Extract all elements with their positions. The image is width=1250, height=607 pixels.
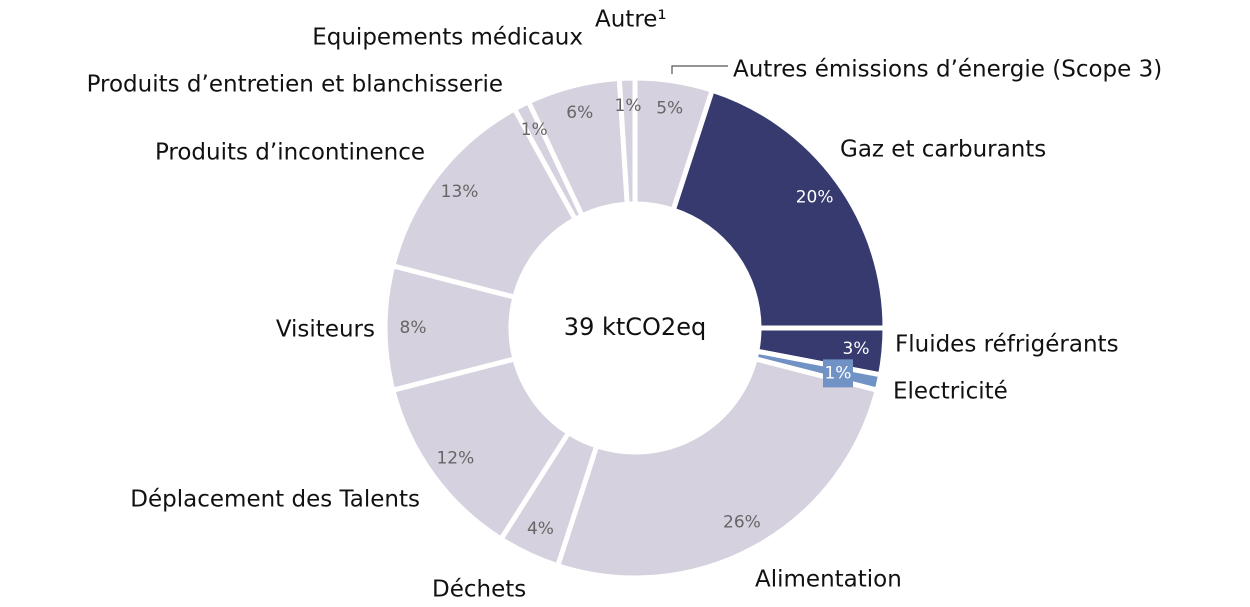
slice-name: Déplacement des Talents [130,487,420,513]
value-label: 12% [436,448,474,468]
slice [670,87,888,331]
value-label: 8% [400,318,427,338]
value-label: 20% [796,188,834,208]
slice [389,105,579,301]
leader-line [671,65,728,74]
slice-name: Produits d’incontinence [155,140,425,166]
slice-name: Fluides réfrigérants [895,332,1119,358]
value-label: 4% [527,519,554,539]
center-label: 39 ktCO2eq [564,313,706,341]
value-label: 5% [656,99,683,119]
value-label: 13% [441,182,479,202]
value-label: 3% [843,339,870,359]
slice-name: Alimentation [755,567,902,593]
slice-name: Déchets [432,577,526,603]
value-label: 6% [566,103,593,123]
slice-name: Produits d’entretien et blanchisserie [87,72,503,98]
slice-name: Equipements médicaux [312,25,583,51]
value-label: 26% [723,513,761,533]
slice-name: Electricité [893,379,1008,405]
labels: 5% Autres émissions d’énergie (Scope 3) 20… [87,7,1163,603]
value-label: 1% [824,363,851,383]
slice [616,75,638,207]
value-label: 1% [521,120,548,140]
slice-name: Gaz et carburants [840,137,1046,163]
value-label: 1% [615,96,642,116]
value-label-box [822,359,853,388]
slice [554,355,881,581]
slice-name: Autres émissions d’énergie (Scope 3) [733,57,1162,83]
slice-name: Visiteurs [276,317,375,343]
slices [382,75,888,581]
slice-name: Autre¹ [595,7,667,33]
